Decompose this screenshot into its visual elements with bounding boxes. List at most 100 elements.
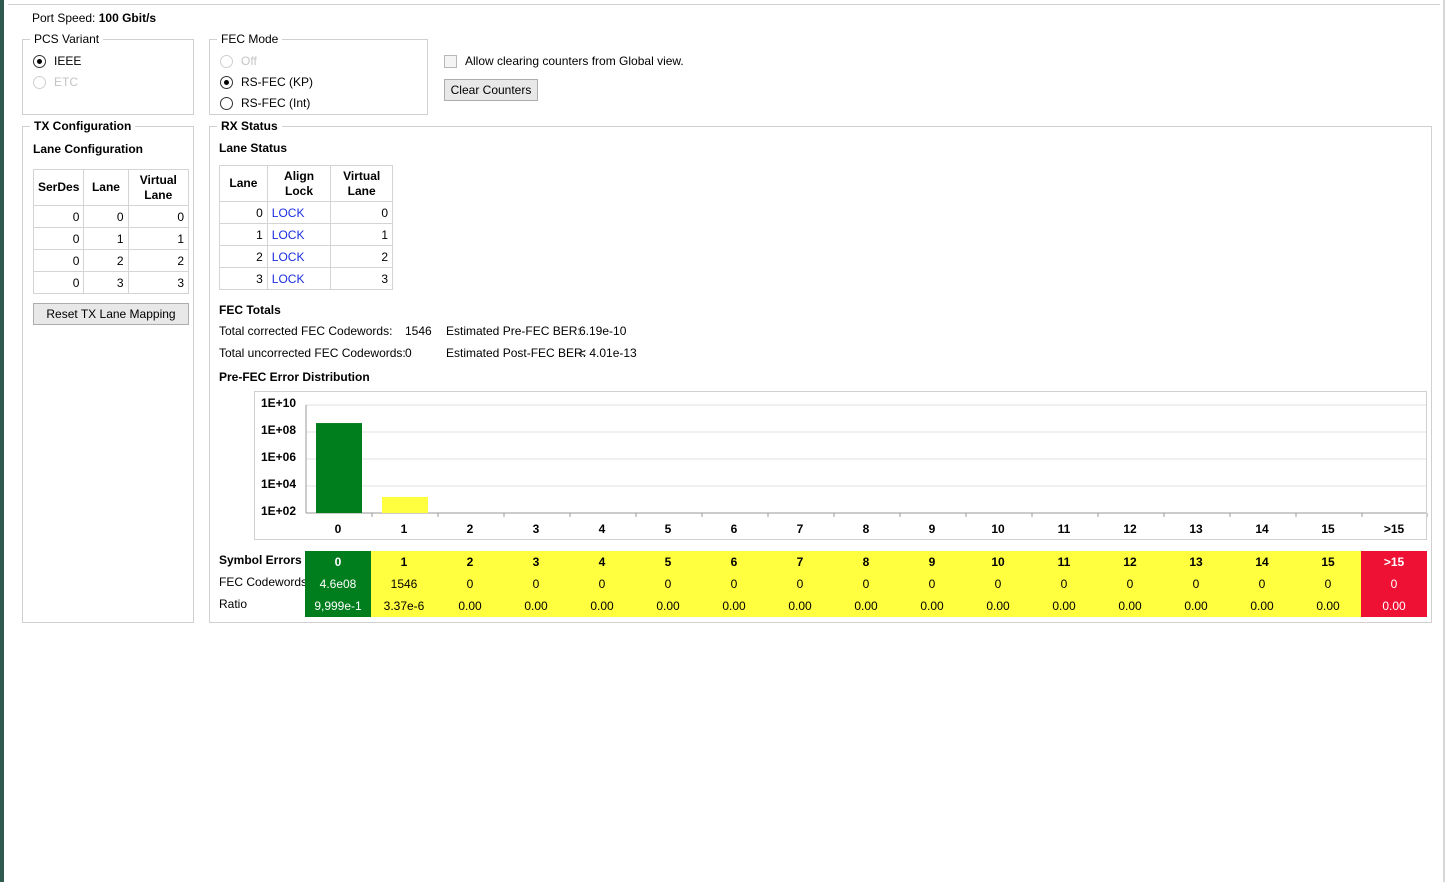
- ratio-cell: 0.00: [569, 595, 635, 617]
- ratio-cell: 0.00: [1295, 595, 1361, 617]
- chart-y-tick-label: 1E+02: [260, 504, 296, 518]
- chart-x-tick-label: 9: [928, 522, 936, 536]
- chart-y-tick-label: 1E+10: [260, 396, 296, 410]
- symbol-error-cell: 9: [899, 551, 965, 573]
- codeword-count-cell: 0: [437, 573, 503, 595]
- table-cell: 1: [83, 227, 129, 250]
- table-cell: 0: [32, 249, 85, 272]
- symbol-error-cell: 1: [371, 551, 437, 573]
- table-row[interactable]: 0 2 2: [32, 249, 190, 272]
- symbol-error-cell: 13: [1163, 551, 1229, 573]
- fec-mode-group: FEC Mode Off RS-FEC (KP) RS-FEC (Int): [209, 32, 428, 115]
- fec-rs-kp-radio[interactable]: RS-FEC (KP): [220, 75, 313, 89]
- checkbox-unchecked-icon: [444, 54, 457, 68]
- ratio-cell: 0.00: [1097, 595, 1163, 617]
- table-row[interactable]: 0 1 1: [32, 227, 190, 250]
- table-row: 3 LOCK 3: [219, 267, 393, 290]
- clear-counters-button[interactable]: Clear Counters: [444, 79, 538, 101]
- table-cell: 0: [32, 227, 85, 250]
- symbol-error-cell: 2: [437, 551, 503, 573]
- chart-x-tick-label: 12: [1123, 522, 1137, 536]
- allow-clearing-checkbox[interactable]: Allow clearing counters from Global view…: [444, 54, 684, 68]
- codeword-count-cell: 0: [1295, 573, 1361, 595]
- codeword-count-cell: 0: [1163, 573, 1229, 595]
- symbol-error-cell: >15: [1361, 551, 1427, 573]
- codeword-count-cell: 0: [569, 573, 635, 595]
- pcs-ieee-radio[interactable]: IEEE: [33, 54, 81, 68]
- symbol-error-cell: 3: [503, 551, 569, 573]
- fec-off-radio: Off: [220, 54, 257, 68]
- table-cell[interactable]: 3: [127, 271, 190, 294]
- chart-x-tick-label: 8: [862, 522, 870, 536]
- ratio-cell: 0.00: [767, 595, 833, 617]
- ratio-cell: 3.37e-6: [371, 595, 437, 617]
- codeword-count-cell: 0: [767, 573, 833, 595]
- chart-y-tick-label: 1E+06: [260, 450, 296, 464]
- ratio-cell: 0.00: [1031, 595, 1097, 617]
- rx-status-group: RX Status: [209, 119, 1432, 623]
- codeword-count-cell: 0: [965, 573, 1031, 595]
- chart-x-tick-label: 7: [796, 522, 804, 536]
- chart-x-tick-label: 14: [1255, 522, 1269, 536]
- table-cell[interactable]: 0: [127, 205, 190, 228]
- symbol-error-cell: 12: [1097, 551, 1163, 573]
- error-distribution-chart: [254, 391, 1428, 540]
- fec-codewords-label: FEC Codewords: [219, 575, 308, 589]
- chart-x-tick-label: 5: [664, 522, 672, 536]
- table-cell[interactable]: 1: [127, 227, 190, 250]
- chart-bar-0: [316, 423, 362, 513]
- table-row[interactable]: 0 0 0: [32, 205, 190, 228]
- symbol-error-cell: 8: [833, 551, 899, 573]
- fec-rs-int-radio[interactable]: RS-FEC (Int): [220, 96, 310, 110]
- chart-y-tick-label: 1E+04: [260, 477, 296, 491]
- fec-mode-title: FEC Mode: [217, 32, 283, 46]
- align-lock-status: LOCK: [266, 201, 332, 224]
- table-cell: 3: [330, 267, 393, 290]
- chart-y-tick-label: 1E+08: [260, 423, 296, 437]
- fec-totals-title: FEC Totals: [219, 303, 281, 317]
- ratio-cell: 0.00: [1163, 595, 1229, 617]
- ratio-label: Ratio: [219, 597, 248, 611]
- table-cell: 0: [32, 205, 85, 228]
- table-row: 1 LOCK 1: [219, 223, 393, 246]
- chart-x-tick-label: 2: [466, 522, 474, 536]
- corrected-codewords-label: Total corrected FEC Codewords:: [219, 324, 393, 338]
- chart-x-tick-label: 4: [598, 522, 606, 536]
- align-lock-status: LOCK: [266, 267, 332, 290]
- lane-status-title: Lane Status: [219, 141, 288, 155]
- radio-checked-icon: [220, 75, 233, 89]
- chart-x-tick-label: >15: [1383, 522, 1405, 536]
- symbol-error-cell: 5: [635, 551, 701, 573]
- chart-plot-area: [305, 404, 1428, 517]
- ratio-cell: 0.00: [437, 595, 503, 617]
- radio-unchecked-icon: [220, 96, 233, 110]
- ratio-cell: 9,999e-1: [305, 595, 371, 617]
- table-cell[interactable]: 2: [127, 249, 190, 272]
- pcs-etc-label: ETC: [54, 75, 78, 89]
- pcs-variant-title: PCS Variant: [30, 32, 104, 46]
- uncorrected-codewords-value: 0: [405, 346, 412, 360]
- codeword-count-cell: 0: [833, 573, 899, 595]
- rx-status-title: RX Status: [217, 119, 282, 133]
- column-header: Align Lock: [266, 165, 332, 202]
- codeword-count-cell: 0: [1097, 573, 1163, 595]
- chart-x-tick-label: 0: [334, 522, 342, 536]
- ratio-cell: 0.00: [899, 595, 965, 617]
- ratio-cell: 0.00: [1229, 595, 1295, 617]
- symbol-error-cell: 15: [1295, 551, 1361, 573]
- column-header: Lane: [83, 169, 129, 206]
- column-header: SerDes: [32, 169, 85, 206]
- symbol-error-cell: 6: [701, 551, 767, 573]
- column-header: Lane: [219, 165, 268, 202]
- ratio-cell: 0.00: [503, 595, 569, 617]
- codeword-count-cell: 0: [1031, 573, 1097, 595]
- table-row[interactable]: 0 3 3: [32, 271, 190, 294]
- lane-configuration-title: Lane Configuration: [33, 142, 143, 156]
- codeword-count-cell: 0: [1229, 573, 1295, 595]
- symbol-error-cell: 14: [1229, 551, 1295, 573]
- codeword-count-cell: 0: [701, 573, 767, 595]
- reset-tx-lane-mapping-button[interactable]: Reset TX Lane Mapping: [33, 303, 189, 325]
- chart-x-tick-label: 3: [532, 522, 540, 536]
- radio-unchecked-icon: [220, 54, 233, 68]
- radio-checked-icon: [33, 54, 46, 68]
